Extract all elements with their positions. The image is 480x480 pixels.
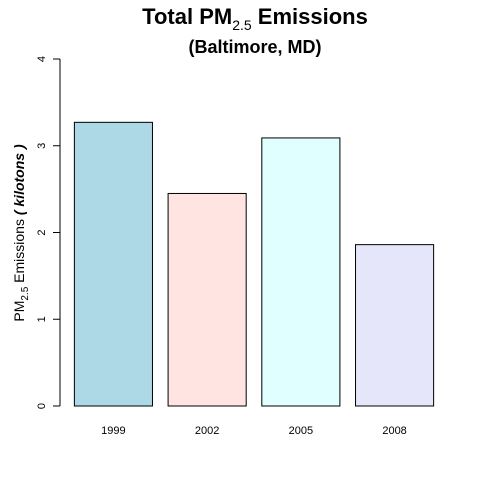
y-tick-label: 3 xyxy=(36,143,48,149)
x-axis-tick-labels: 1999 2002 2005 2008 xyxy=(101,425,407,437)
x-tick-label: 2008 xyxy=(382,425,406,437)
y-tick-label: 4 xyxy=(36,56,48,62)
y-axis-label-main: PM xyxy=(11,301,27,322)
y-axis-label-middle: Emissions xyxy=(11,215,27,287)
y-axis-label: PM2.5 Emissions ( kilotons ) xyxy=(11,144,31,322)
bar-2008 xyxy=(355,244,435,407)
x-tick-label: 1999 xyxy=(101,425,125,437)
bar-1999 xyxy=(73,121,153,407)
bars xyxy=(73,121,435,407)
bar-2005 xyxy=(261,137,341,407)
x-tick-label: 2005 xyxy=(289,425,313,437)
chart-title-suffix: Emissions xyxy=(252,4,368,29)
chart-title-subscript: 2.5 xyxy=(232,17,252,33)
y-axis: 0 1 2 3 4 xyxy=(36,56,61,409)
y-axis-label-subscript: 2.5 xyxy=(20,286,31,300)
y-axis-label-unit: ( kilotons ) xyxy=(11,144,27,215)
y-tick-label: 1 xyxy=(36,316,48,322)
chart-title: Total PM2.5 Emissions xyxy=(142,4,368,33)
chart-subtitle: (Baltimore, MD) xyxy=(188,37,321,57)
x-tick-label: 2002 xyxy=(195,425,219,437)
bar-2002 xyxy=(167,192,247,407)
chart-title-main: Total PM xyxy=(142,4,232,29)
y-tick-label: 0 xyxy=(36,403,48,409)
y-tick-label: 2 xyxy=(36,229,48,235)
